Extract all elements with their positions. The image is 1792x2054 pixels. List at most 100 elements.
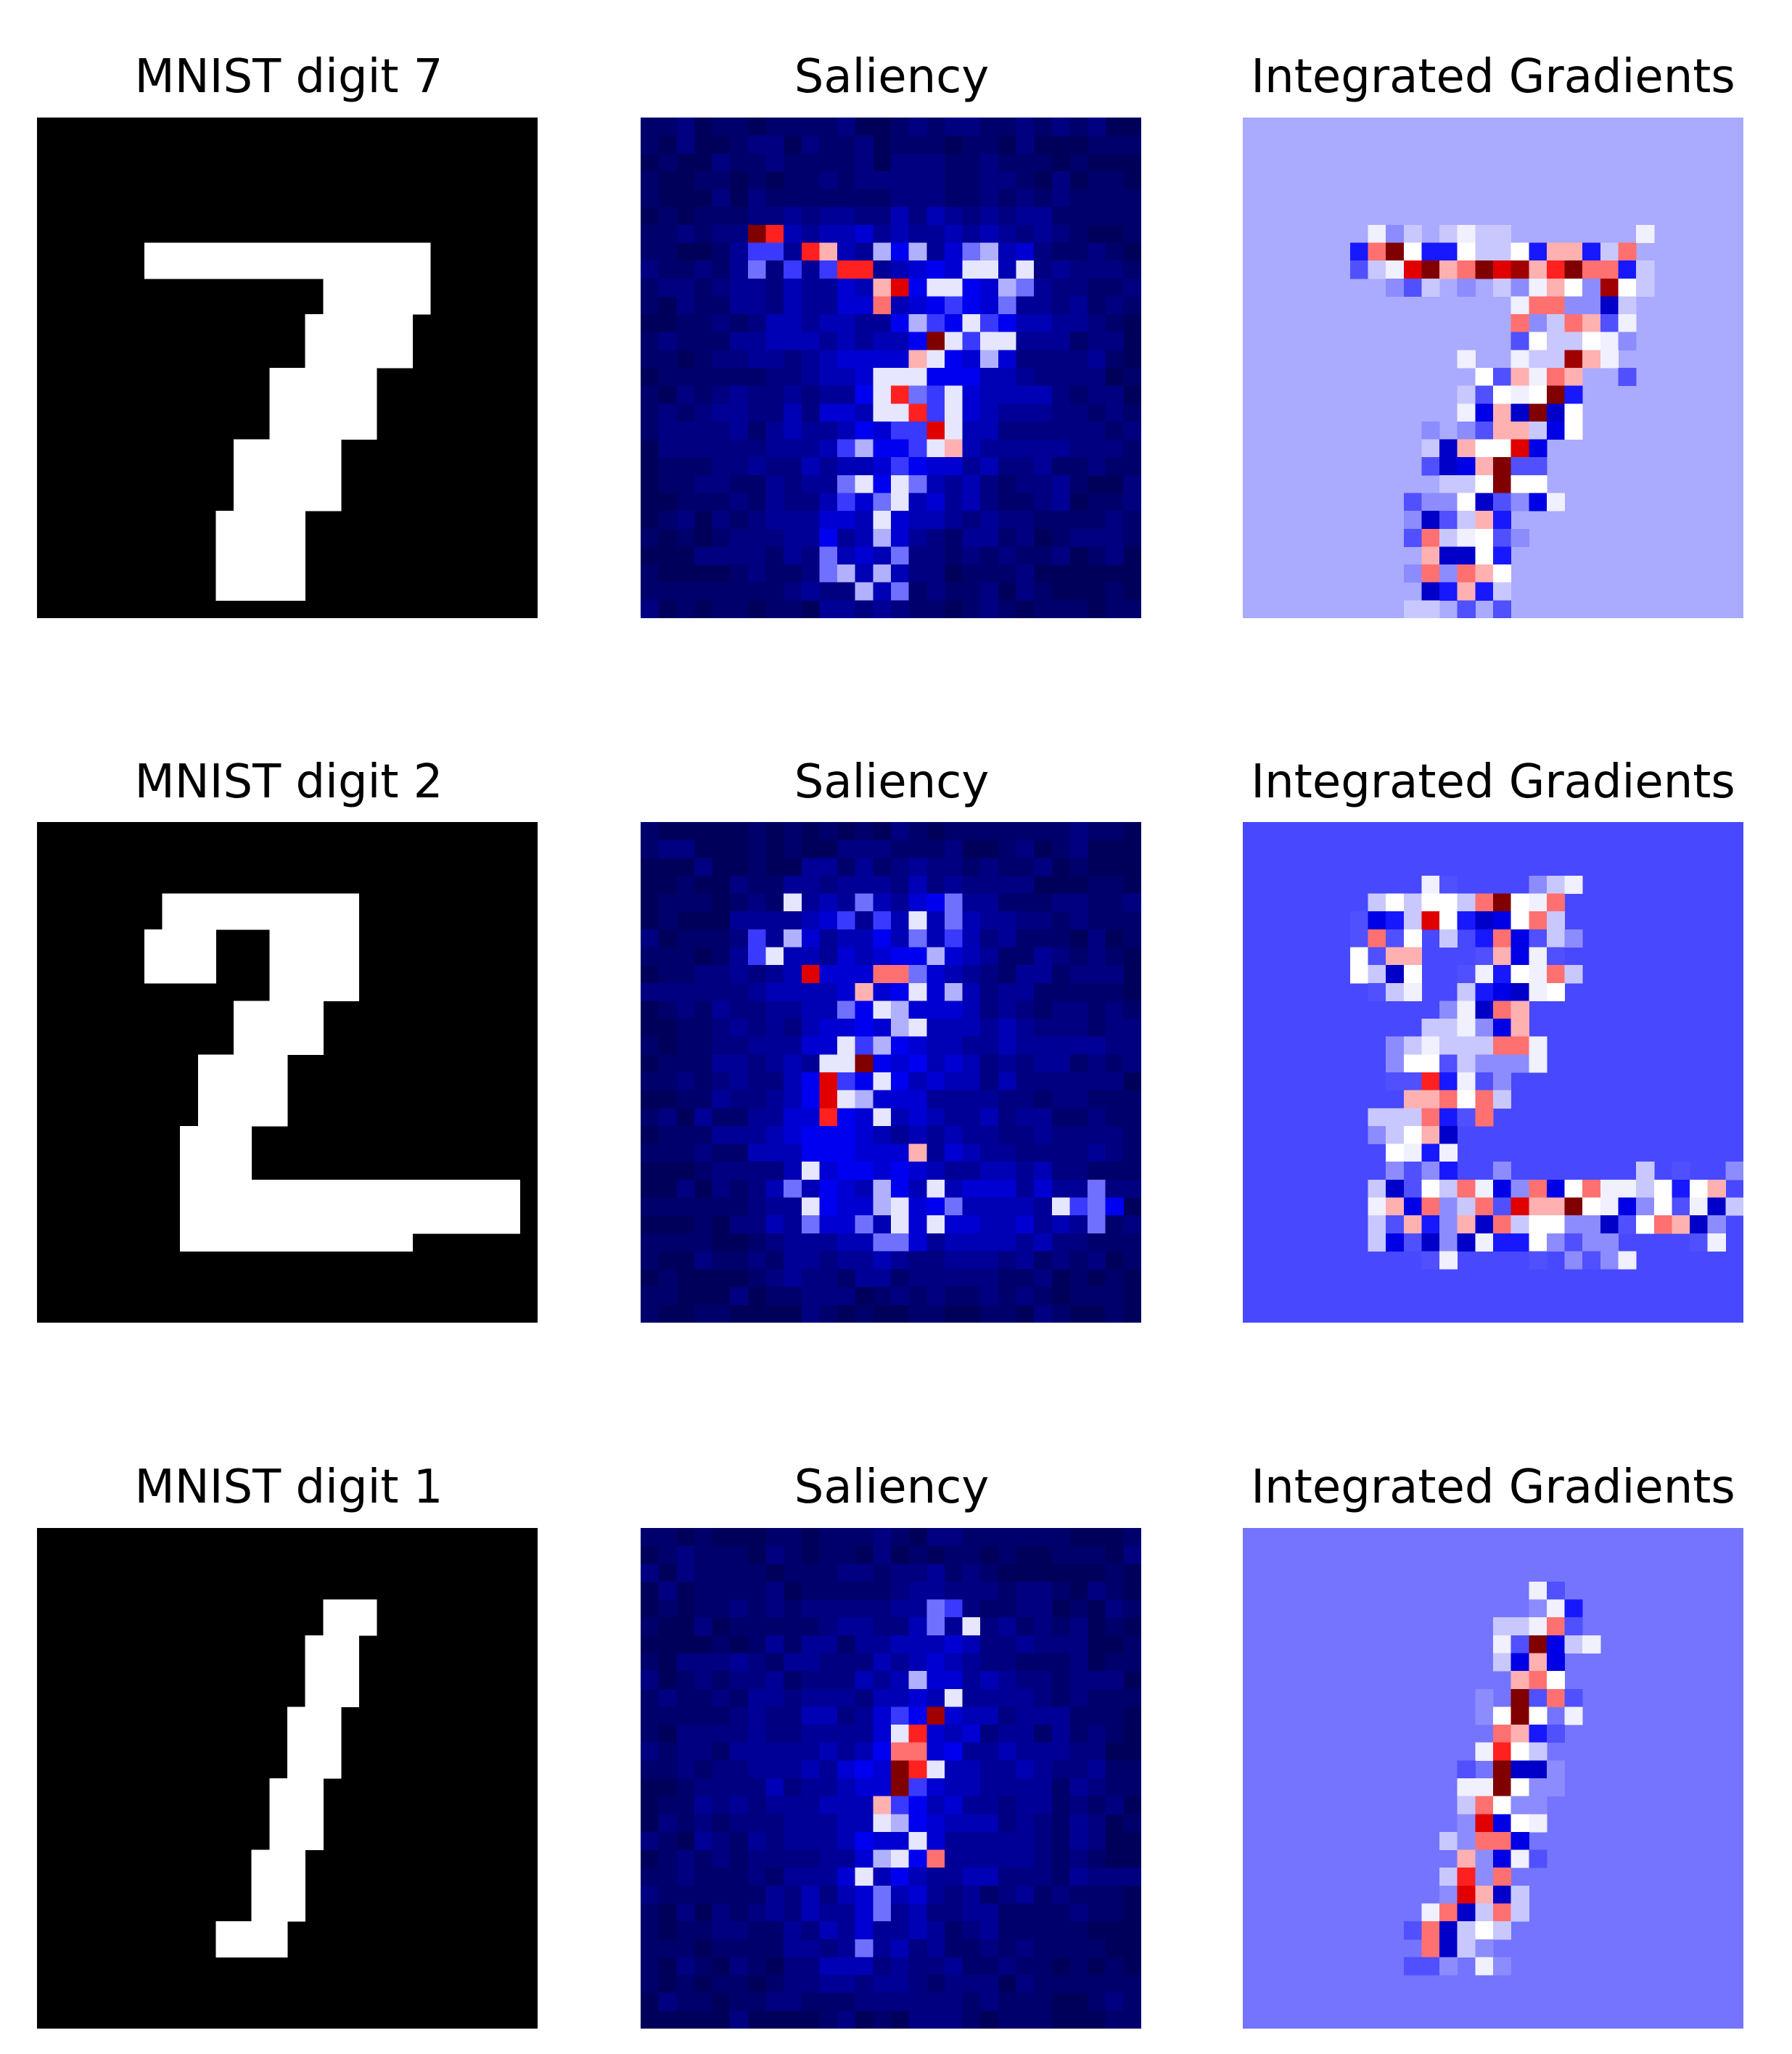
saliency-pixel <box>641 600 659 618</box>
digit-pixel <box>287 242 306 261</box>
digit-pixel <box>412 260 431 279</box>
digit-pixel <box>269 1197 288 1216</box>
digit-pixel <box>197 1162 216 1180</box>
saliency-pixel <box>980 1885 999 1904</box>
saliency-pixel <box>730 1885 749 1904</box>
ig-pixel <box>1529 1215 1548 1234</box>
digit-pixel <box>269 1215 288 1234</box>
saliency-pixel <box>944 260 963 279</box>
ig-pixel <box>1475 511 1494 530</box>
saliency-pixel <box>730 224 749 243</box>
saliency-pixel <box>1123 511 1141 530</box>
ig-pixel <box>1403 947 1422 966</box>
saliency-pixel <box>1069 296 1088 315</box>
saliency-pixel <box>944 1545 963 1564</box>
saliency-pixel <box>1016 1921 1035 1940</box>
ig-pixel <box>1457 1760 1476 1779</box>
saliency-pixel <box>980 1617 999 1636</box>
saliency-pixel <box>980 1179 999 1198</box>
saliency-pixel <box>1069 1286 1088 1305</box>
saliency-pixel <box>658 439 677 458</box>
digit-pixel <box>394 278 413 297</box>
saliency-pixel <box>694 439 713 458</box>
saliency-pixel <box>784 965 802 984</box>
saliency-pixel <box>765 1921 784 1940</box>
ig-pixel <box>1475 1957 1494 1976</box>
saliency-pixel <box>819 403 838 422</box>
saliency-pixel <box>730 1286 749 1305</box>
saliency-pixel <box>926 1197 945 1216</box>
saliency-pixel <box>747 1742 766 1761</box>
saliency-pixel <box>1088 493 1106 512</box>
saliency-pixel <box>980 224 999 243</box>
ig-pixel <box>1707 1197 1726 1216</box>
saliency-pixel <box>712 511 731 530</box>
saliency-pixel <box>998 528 1016 547</box>
saliency-pixel <box>801 1269 820 1288</box>
saliency-pixel <box>801 475 820 493</box>
ig-pixel <box>1493 1197 1512 1216</box>
saliency-pixel <box>765 1760 784 1779</box>
saliency-pixel <box>962 1019 981 1038</box>
saliency-pixel <box>926 1831 945 1851</box>
saliency-pixel <box>1051 332 1070 350</box>
saliency-pixel <box>926 242 945 261</box>
saliency-pixel <box>926 368 945 387</box>
saliency-pixel <box>1105 350 1124 369</box>
saliency-pixel <box>980 314 999 333</box>
saliency-pixel <box>765 982 784 1001</box>
saliency-pixel <box>1069 1939 1088 1958</box>
saliency-pixel <box>1088 1849 1106 1868</box>
saliency-pixel <box>712 403 731 422</box>
saliency-pixel <box>1088 260 1106 279</box>
saliency-pixel <box>784 439 802 458</box>
saliency-pixel <box>819 1921 838 1940</box>
ig-pixel <box>1439 242 1458 261</box>
saliency-pixel <box>784 1143 802 1162</box>
ig-pixel <box>1690 1179 1709 1198</box>
saliency-pixel <box>1105 1269 1124 1288</box>
saliency-pixel <box>819 2010 838 2029</box>
saliency-pixel <box>658 1197 677 1216</box>
saliency-pixel <box>801 875 820 895</box>
saliency-pixel <box>837 207 856 226</box>
ig-pixel <box>1439 1001 1458 1019</box>
saliency-pixel <box>1051 1939 1070 1958</box>
saliency-pixel <box>676 1760 695 1779</box>
saliency-pixel <box>891 171 910 190</box>
digit-pixel <box>287 893 306 912</box>
ig-pixel <box>1457 278 1476 297</box>
saliency-pixel <box>908 1072 927 1091</box>
ig-pixel <box>1439 457 1458 476</box>
saliency-pixel <box>1105 1725 1124 1743</box>
ig-pixel <box>1564 368 1583 387</box>
saliency-pixel <box>1069 1143 1088 1162</box>
saliency-pixel <box>1105 1671 1124 1690</box>
saliency-pixel <box>1034 278 1053 297</box>
ig-pixel <box>1439 564 1458 583</box>
ig-pixel <box>1439 1868 1458 1886</box>
saliency-pixel <box>765 421 784 440</box>
saliency-pixel <box>801 260 820 279</box>
saliency-pixel <box>801 1706 820 1725</box>
saliency-pixel <box>980 1251 999 1270</box>
saliency-pixel <box>1069 1975 1088 1994</box>
saliency-pixel <box>694 475 713 493</box>
saliency-pixel <box>730 929 749 948</box>
saliency-pixel <box>873 582 892 601</box>
digit-pixel <box>323 982 342 1001</box>
digit-pixel <box>287 1760 306 1779</box>
saliency-pixel <box>1016 135 1035 154</box>
saliency-pixel <box>855 1179 874 1198</box>
saliency-pixel <box>908 385 927 404</box>
saliency-pixel <box>980 207 999 226</box>
saliency-pixel <box>926 1957 945 1976</box>
ig-pixel <box>1386 224 1405 243</box>
saliency-pixel <box>1034 1725 1053 1743</box>
saliency-pixel <box>1088 1162 1106 1180</box>
digit-pixel <box>251 1903 270 1922</box>
saliency-pixel <box>1088 1796 1106 1815</box>
saliency-pixel <box>962 1903 981 1922</box>
ig-pixel <box>1457 475 1476 493</box>
saliency-pixel <box>765 1831 784 1851</box>
